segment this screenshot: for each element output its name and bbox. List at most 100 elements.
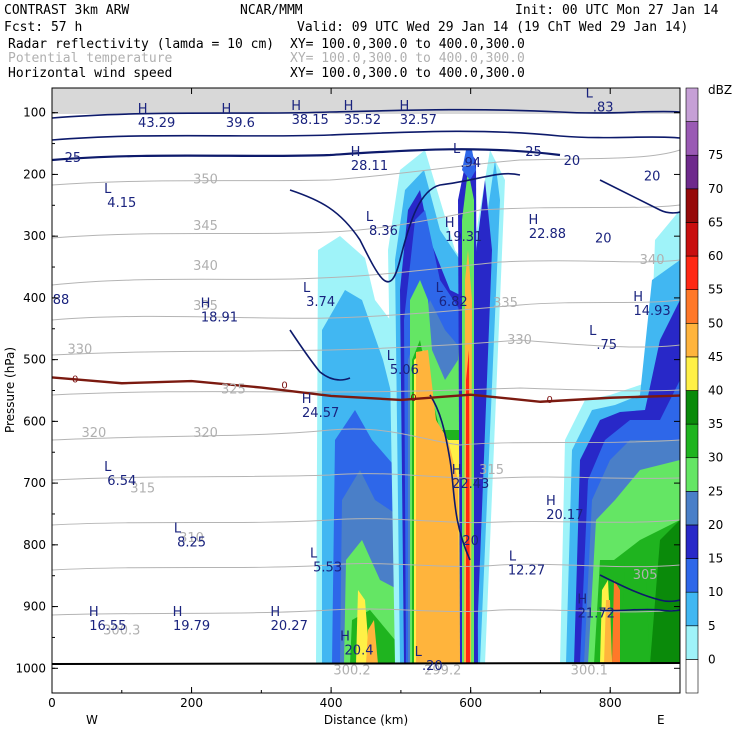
hl-letter: L — [104, 460, 112, 475]
colorbar-swatch — [685, 390, 699, 425]
theta-contour-335 — [52, 299, 680, 321]
hl-letter: L — [303, 281, 311, 296]
hl-value: 43.29 — [138, 116, 175, 131]
hl-annotations: H43.29H39.6H38.15H35.52H32.57L.83H28.11L… — [89, 86, 671, 674]
refl-right-45 — [604, 600, 612, 664]
theta-contour-300 — [52, 608, 680, 616]
init-time: Init: 00 UTC Mon 27 Jan 14 — [515, 3, 719, 18]
y-tick-label: 300 — [23, 229, 46, 243]
theta-label: 340 — [640, 253, 665, 268]
colorbar-label: 0 — [708, 652, 716, 666]
y-axis-label: Pressure (hPa) — [3, 347, 17, 433]
refl-right-far-45 — [612, 580, 620, 664]
colorbar-label: 30 — [708, 451, 723, 465]
theta-label: 340 — [193, 259, 218, 274]
hl-letter: H — [577, 593, 587, 608]
hl-letter: H — [201, 296, 211, 311]
header: CONTRAST 3km ARW NCAR/MMM Init: 00 UTC M… — [4, 3, 719, 81]
colorbar-swatch — [685, 457, 699, 492]
wind-label: 20 — [564, 154, 581, 169]
hl-value: 22.88 — [529, 227, 566, 242]
x-end-west: W — [86, 713, 98, 727]
hl-value: .75 — [596, 338, 617, 353]
hl-letter: H — [351, 145, 361, 160]
x-end-east: E — [657, 713, 665, 727]
theta-label: 335 — [193, 299, 218, 314]
colorbar-swatch — [685, 255, 699, 290]
colorbar-swatch — [685, 524, 699, 559]
wind-contour-20 — [52, 130, 680, 141]
hl-annotation: H39.6 — [222, 102, 255, 131]
hl-annotation: H32.57 — [399, 99, 437, 128]
wind-contour-20-bottom — [599, 574, 680, 603]
hl-annotation: H18.91 — [201, 296, 238, 325]
theta-label: 300.1 — [571, 663, 608, 678]
wind-labels: 25 25 20 20 20 20 .88 — [49, 145, 661, 549]
hl-letter: L — [104, 182, 112, 197]
wind-label: 20 — [462, 534, 479, 549]
colorbar-swatch — [685, 659, 699, 694]
hl-annotation: H19.79 — [173, 605, 211, 634]
hl-letter: H — [173, 605, 183, 620]
hl-value: 8.25 — [177, 536, 206, 551]
refl-left-cell-40 — [356, 590, 370, 664]
hl-annotation: H19.31 — [445, 216, 483, 245]
valid-time: Valid: 09 UTC Wed 29 Jan 14 (19 ChT Wed … — [297, 20, 688, 35]
hl-letter: H — [546, 494, 556, 509]
hl-annotation: H20.17 — [546, 494, 584, 523]
hl-value: 19.31 — [445, 230, 482, 245]
theta-contour-340 — [52, 259, 680, 286]
freezing-labels: 0 0 0 0 — [72, 374, 553, 405]
theta-contour-320 — [52, 428, 680, 446]
wind-label: .88 — [49, 293, 70, 308]
y-tick-label: 200 — [23, 167, 46, 181]
hl-letter: H — [138, 102, 148, 117]
hl-annotation: H20.4 — [340, 630, 373, 659]
colorbar-label: 55 — [708, 283, 723, 297]
colorbar-swatch — [685, 625, 699, 660]
theta-label: 320 — [193, 426, 218, 441]
y-tick-label: 900 — [23, 600, 46, 614]
hl-value: 14.93 — [633, 304, 670, 319]
hl-annotation: L5.06 — [387, 349, 419, 378]
hl-annotation: L3.74 — [303, 281, 335, 310]
refl-left-cell-42 — [366, 620, 378, 664]
wind-label: 20 — [644, 170, 661, 185]
colorbar-swatch — [685, 87, 699, 122]
colorbar-swatch — [685, 289, 699, 324]
theta-label: 315 — [130, 481, 155, 496]
hl-letter: L — [509, 549, 517, 564]
theta-contour-330 — [52, 339, 680, 356]
hl-letter: H — [302, 392, 312, 407]
theta-label: 299.2 — [424, 663, 461, 678]
colorbar-swatch — [685, 154, 699, 190]
hl-letter: H — [340, 630, 350, 645]
theta-contour-325 — [52, 387, 680, 396]
hl-value: 20.4 — [345, 644, 374, 659]
theta-contours — [52, 149, 680, 616]
hl-letter: L — [586, 86, 594, 101]
forecast-hour: Fcst: 57 h — [4, 20, 82, 35]
colorbar-unit: dBZ — [708, 83, 732, 97]
colorbar-swatch — [685, 558, 699, 593]
hl-value: 20.27 — [271, 619, 308, 634]
hl-value: 5.53 — [313, 560, 342, 575]
hl-annotation: L5.53 — [310, 546, 342, 575]
colorbar-swatch — [685, 423, 699, 459]
theta-label: 330 — [507, 333, 532, 348]
hl-annotation: L.83 — [586, 86, 614, 115]
hl-letter: H — [633, 290, 643, 305]
x-axis: 0 200 400 600 800 — [48, 88, 681, 710]
hl-annotation: L6.54 — [104, 460, 136, 489]
freezing-label: 0 — [546, 395, 552, 406]
hl-annotation: H24.57 — [302, 392, 340, 421]
hl-value: 5.06 — [390, 363, 419, 378]
y-tick-label: 600 — [23, 414, 46, 428]
hl-value: 18.91 — [201, 310, 238, 325]
theta-label: 325 — [221, 383, 246, 398]
colorbar-label: 5 — [708, 619, 716, 633]
freezing-label: 0 — [281, 381, 287, 392]
colorbar-swatch — [685, 356, 699, 391]
y-tick-label: 400 — [23, 291, 46, 305]
